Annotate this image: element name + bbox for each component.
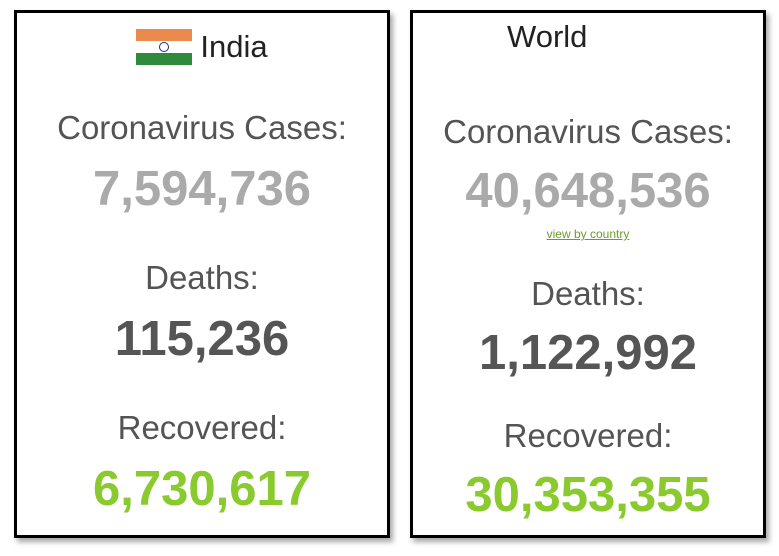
india-cases-value: 7,594,736 xyxy=(93,162,311,216)
india-recovered-label: Recovered: xyxy=(117,409,287,446)
view-by-country-wrap: view by country xyxy=(413,225,763,243)
view-by-country-link[interactable]: view by country xyxy=(546,227,630,241)
world-recovered-value: 30,353,355 xyxy=(465,468,711,522)
world-deaths-value: 1,122,992 xyxy=(479,326,697,380)
india-title-row: India xyxy=(17,29,387,65)
india-cases-label: Coronavirus Cases: xyxy=(57,109,347,146)
india-deaths-value: 115,236 xyxy=(114,312,290,366)
world-deaths-label: Deaths: xyxy=(531,275,645,312)
india-title: India xyxy=(200,29,268,64)
india-recovered-value: 6,730,617 xyxy=(93,462,311,516)
india-flag-icon xyxy=(136,29,193,65)
india-stats-panel: India Coronavirus Cases: 7,594,736 Death… xyxy=(14,10,390,538)
world-stats-panel: World Coronavirus Cases: 40,648,536 view… xyxy=(410,10,766,538)
india-deaths-label: Deaths: xyxy=(145,259,259,296)
world-title: World xyxy=(507,19,588,54)
world-recovered-label: Recovered: xyxy=(503,417,673,454)
world-title-row: World xyxy=(413,19,763,55)
world-cases-value: 40,648,536 xyxy=(465,164,711,218)
world-cases-label: Coronavirus Cases: xyxy=(443,113,733,150)
